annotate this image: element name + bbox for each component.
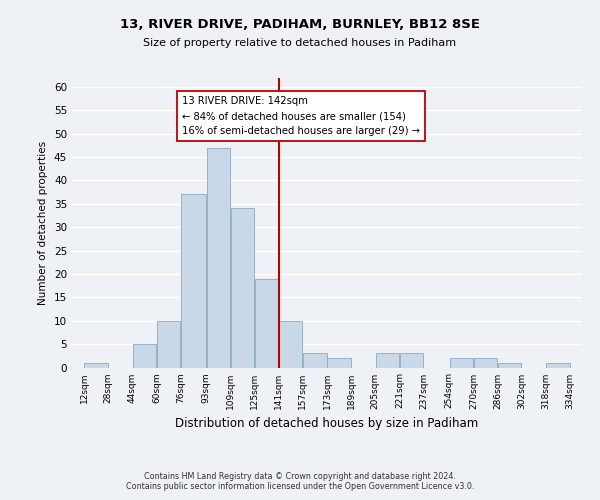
Text: Contains HM Land Registry data © Crown copyright and database right 2024.: Contains HM Land Registry data © Crown c… [144, 472, 456, 481]
Bar [449, 358, 473, 368]
Bar [498, 363, 521, 368]
Bar [328, 358, 351, 368]
Bar [206, 148, 230, 368]
Bar [157, 320, 180, 368]
Text: 13 RIVER DRIVE: 142sqm
← 84% of detached houses are smaller (154)
16% of semi-de: 13 RIVER DRIVE: 142sqm ← 84% of detached… [182, 96, 419, 136]
Bar [474, 358, 497, 368]
Text: Size of property relative to detached houses in Padiham: Size of property relative to detached ho… [143, 38, 457, 48]
Bar [303, 354, 326, 368]
Bar [231, 208, 254, 368]
Y-axis label: Number of detached properties: Number of detached properties [38, 140, 49, 304]
Text: Contains public sector information licensed under the Open Government Licence v3: Contains public sector information licen… [126, 482, 474, 491]
Bar [85, 363, 108, 368]
Bar [255, 278, 278, 368]
X-axis label: Distribution of detached houses by size in Padiham: Distribution of detached houses by size … [175, 417, 479, 430]
Text: 13, RIVER DRIVE, PADIHAM, BURNLEY, BB12 8SE: 13, RIVER DRIVE, PADIHAM, BURNLEY, BB12 … [120, 18, 480, 30]
Bar [181, 194, 206, 368]
Bar [279, 320, 302, 368]
Bar [546, 363, 569, 368]
Bar [376, 354, 399, 368]
Bar [133, 344, 156, 368]
Bar [400, 354, 423, 368]
